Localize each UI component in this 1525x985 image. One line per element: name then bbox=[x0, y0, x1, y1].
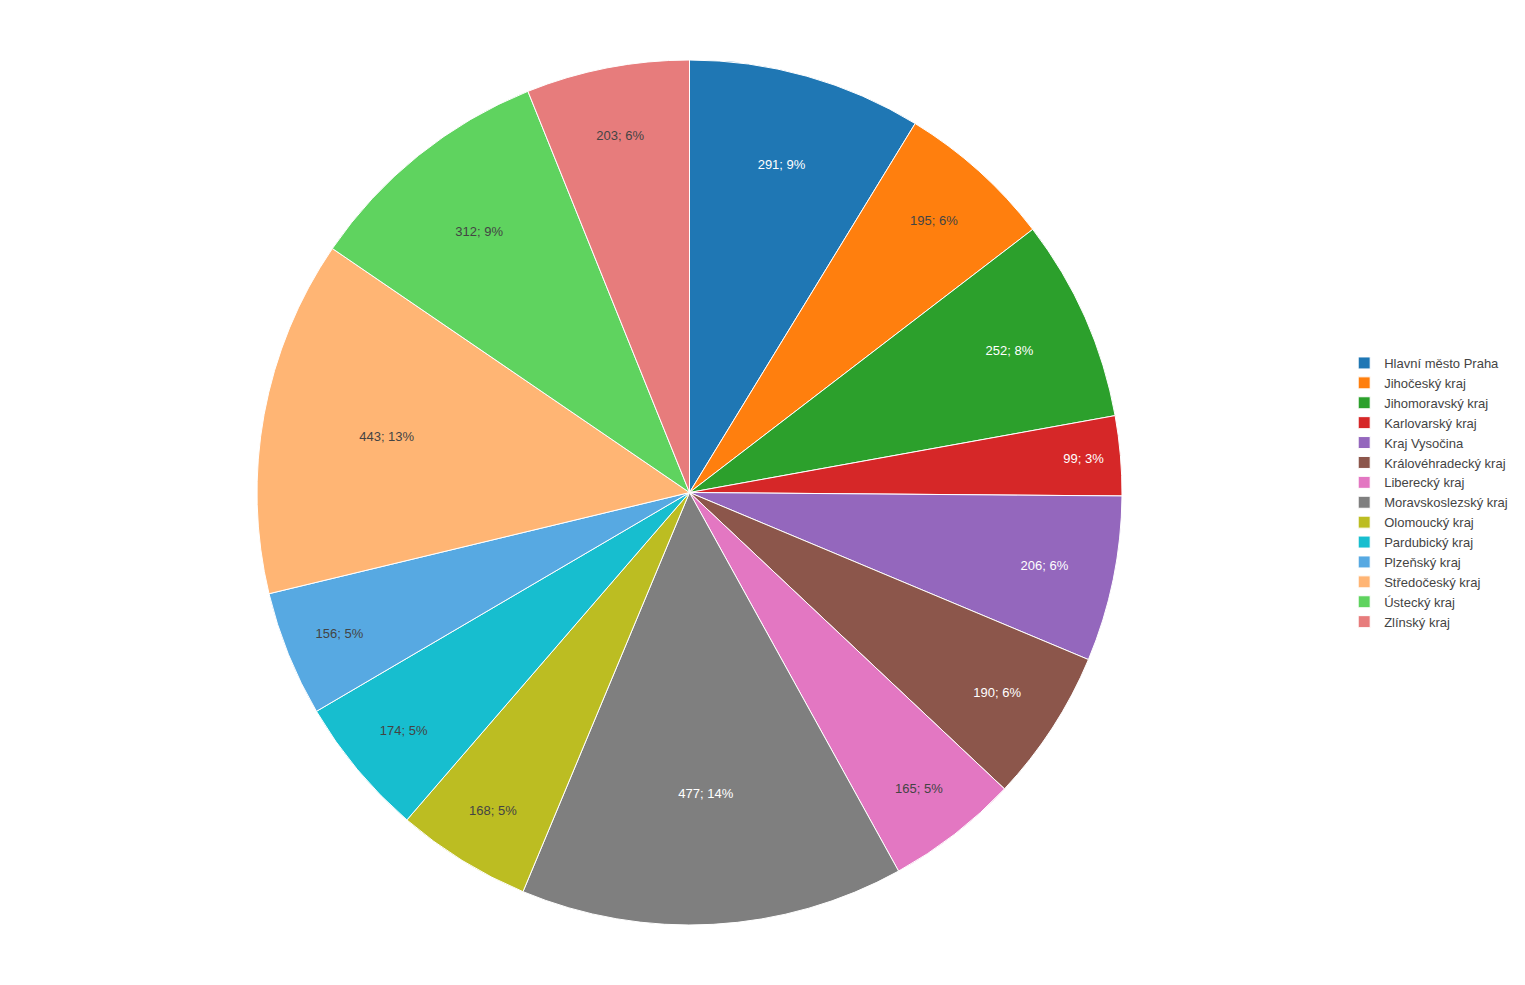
svg-text:195; 6%: 195; 6% bbox=[910, 213, 958, 228]
svg-text:156; 5%: 156; 5% bbox=[316, 626, 364, 641]
svg-text:168; 5%: 168; 5% bbox=[469, 803, 517, 818]
svg-text:Jihočeský kraj: Jihočeský kraj bbox=[1384, 376, 1466, 391]
svg-text:190; 6%: 190; 6% bbox=[973, 685, 1021, 700]
svg-text:203; 6%: 203; 6% bbox=[596, 128, 644, 143]
svg-text:312; 9%: 312; 9% bbox=[455, 224, 503, 239]
svg-text:Olomoucký kraj: Olomoucký kraj bbox=[1384, 515, 1474, 530]
svg-text:Kraj Vysočina: Kraj Vysočina bbox=[1384, 436, 1464, 451]
svg-text:Královéhradecký kraj: Královéhradecký kraj bbox=[1384, 456, 1505, 471]
svg-text:477; 14%: 477; 14% bbox=[678, 786, 733, 801]
svg-text:Karlovarský kraj: Karlovarský kraj bbox=[1384, 416, 1477, 431]
svg-text:252; 8%: 252; 8% bbox=[986, 343, 1034, 358]
svg-text:174; 5%: 174; 5% bbox=[380, 723, 428, 738]
svg-text:Ústecký kraj: Ústecký kraj bbox=[1384, 595, 1455, 610]
svg-text:Liberecký kraj: Liberecký kraj bbox=[1384, 475, 1464, 490]
svg-text:Středočeský kraj: Středočeský kraj bbox=[1384, 575, 1480, 590]
svg-text:Plzeňský kraj: Plzeňský kraj bbox=[1384, 555, 1461, 570]
svg-text:Pardubický kraj: Pardubický kraj bbox=[1384, 535, 1473, 550]
svg-text:Moravskoslezský kraj: Moravskoslezský kraj bbox=[1384, 495, 1508, 510]
svg-text:206; 6%: 206; 6% bbox=[1021, 558, 1069, 573]
svg-text:443; 13%: 443; 13% bbox=[359, 429, 414, 444]
svg-text:291; 9%: 291; 9% bbox=[758, 157, 806, 172]
svg-text:165; 5%: 165; 5% bbox=[895, 781, 943, 796]
svg-text:99; 3%: 99; 3% bbox=[1063, 451, 1104, 466]
svg-text:Zlínský kraj: Zlínský kraj bbox=[1384, 615, 1450, 630]
svg-text:Hlavní město Praha: Hlavní město Praha bbox=[1384, 356, 1499, 371]
svg-text:Jihomoravský kraj: Jihomoravský kraj bbox=[1384, 396, 1488, 411]
